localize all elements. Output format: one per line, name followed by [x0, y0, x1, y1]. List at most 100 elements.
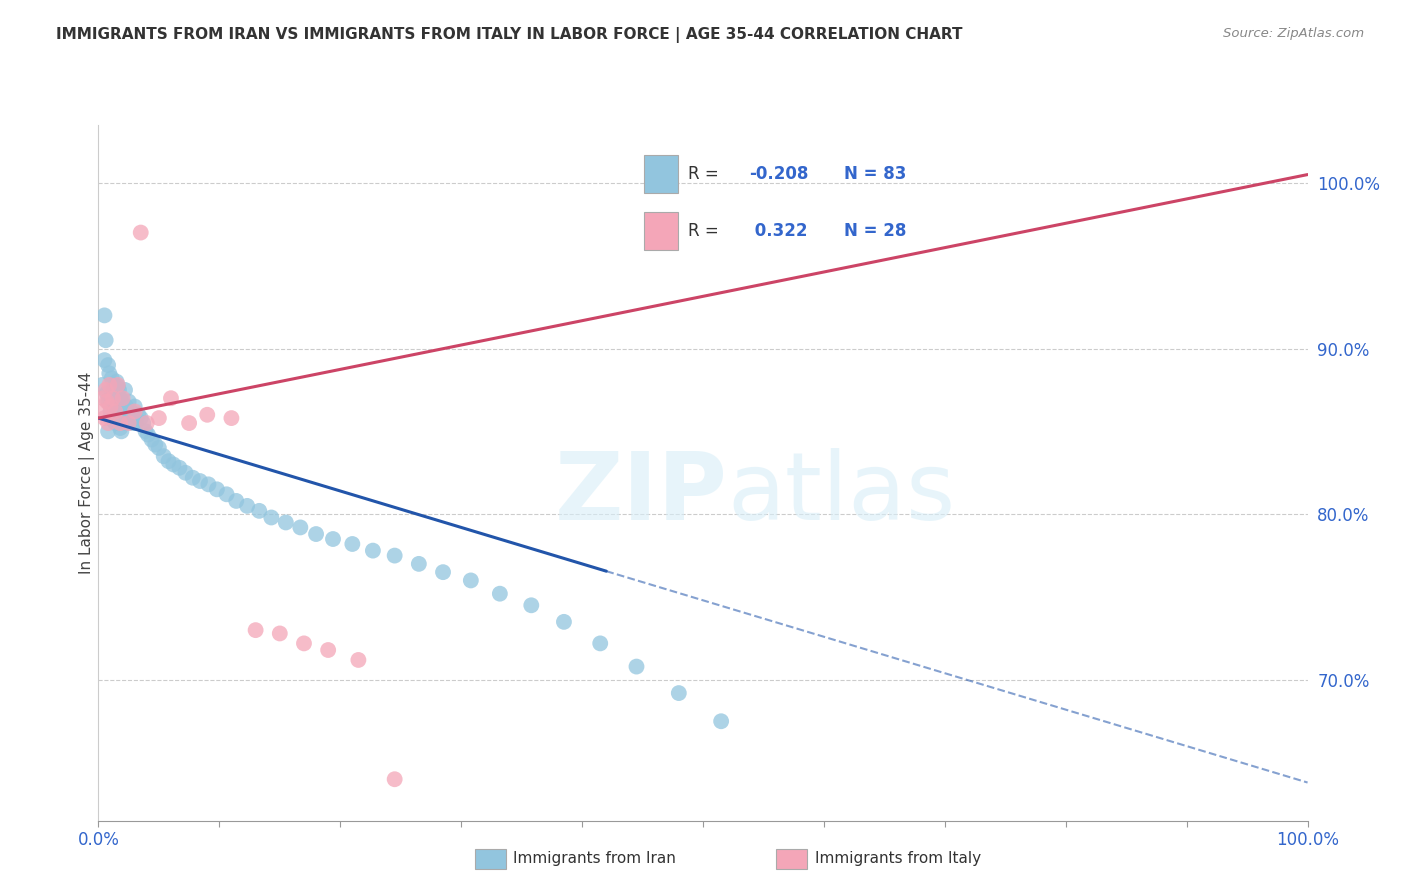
Point [108, 416, 131, 430]
Point [520, 599, 543, 613]
Point [107, 416, 129, 430]
Point [124, 400, 146, 414]
Point [108, 383, 131, 397]
Point [118, 394, 141, 409]
Point [432, 565, 454, 579]
Point [97, 358, 120, 372]
Point [384, 549, 406, 563]
Point [110, 400, 132, 414]
Point [118, 416, 141, 430]
Point [129, 226, 152, 240]
Point [135, 425, 157, 439]
Point [110, 425, 132, 439]
Point [93, 411, 115, 425]
Point [94, 333, 117, 347]
Point [157, 454, 180, 468]
Point [384, 772, 406, 787]
Point [93, 309, 115, 323]
Point [98, 391, 121, 405]
Point [107, 379, 129, 393]
Point [152, 449, 174, 463]
Point [100, 391, 122, 405]
Point [98, 367, 121, 381]
Text: Source: ZipAtlas.com: Source: ZipAtlas.com [1223, 27, 1364, 40]
Point [460, 574, 482, 588]
Point [127, 408, 149, 422]
Point [101, 408, 124, 422]
Point [117, 408, 139, 422]
Text: Immigrants from Iran: Immigrants from Iran [513, 852, 676, 866]
Point [122, 411, 145, 425]
Point [322, 532, 344, 546]
Point [136, 427, 159, 442]
Point [245, 623, 267, 637]
Point [105, 404, 128, 418]
Point [114, 416, 136, 430]
Point [111, 391, 134, 405]
Y-axis label: In Labor Force | Age 35-44: In Labor Force | Age 35-44 [79, 372, 96, 574]
Point [104, 404, 127, 418]
Point [135, 416, 157, 430]
Text: Immigrants from Italy: Immigrants from Italy [815, 852, 981, 866]
Point [121, 416, 143, 430]
Point [361, 543, 384, 558]
Point [120, 404, 142, 418]
Point [103, 378, 125, 392]
Text: -0.208: -0.208 [749, 165, 808, 183]
Point [103, 414, 125, 428]
Point [148, 411, 170, 425]
Point [269, 626, 291, 640]
Point [105, 391, 128, 405]
Point [342, 537, 364, 551]
Point [108, 421, 131, 435]
Point [107, 378, 129, 392]
Text: R =: R = [688, 165, 718, 183]
Point [181, 471, 204, 485]
Point [93, 353, 115, 368]
Point [101, 383, 124, 397]
Point [668, 686, 690, 700]
Point [292, 636, 315, 650]
Point [98, 378, 121, 392]
Point [148, 441, 170, 455]
Text: 0.322: 0.322 [749, 222, 807, 240]
Point [100, 404, 122, 418]
Point [347, 653, 370, 667]
Point [710, 714, 733, 729]
Point [589, 636, 612, 650]
Point [104, 388, 127, 402]
Point [105, 375, 128, 389]
Point [91, 404, 114, 418]
Point [260, 510, 283, 524]
Point [94, 383, 117, 397]
Point [188, 474, 211, 488]
Point [221, 411, 243, 425]
Point [225, 494, 247, 508]
Point [108, 391, 131, 405]
Point [247, 504, 270, 518]
Point [97, 416, 120, 430]
Point [124, 404, 146, 418]
Point [143, 437, 166, 451]
Point [97, 394, 120, 409]
Point [91, 391, 114, 405]
Point [215, 487, 238, 501]
Point [97, 425, 120, 439]
Point [305, 527, 328, 541]
Bar [644, 212, 678, 250]
Point [169, 460, 191, 475]
Point [274, 516, 297, 530]
Point [132, 416, 155, 430]
Point [236, 499, 259, 513]
Text: R =: R = [688, 222, 718, 240]
Text: N = 28: N = 28 [844, 222, 905, 240]
Point [111, 394, 134, 409]
Point [290, 520, 312, 534]
Point [141, 433, 163, 447]
Point [160, 391, 183, 405]
Point [177, 416, 201, 430]
Point [91, 378, 114, 392]
Point [129, 411, 152, 425]
Point [553, 615, 575, 629]
Point [316, 643, 339, 657]
